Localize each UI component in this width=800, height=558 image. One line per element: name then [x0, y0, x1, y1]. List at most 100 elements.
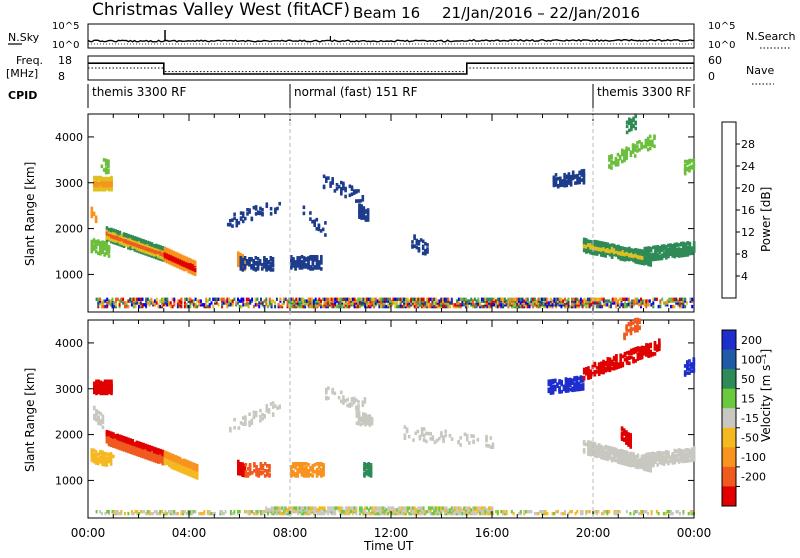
- power-cell: [465, 298, 467, 301]
- freq-ylabel-bottom: 8: [58, 70, 65, 83]
- power-cell: [209, 303, 211, 306]
- power-cell: [107, 168, 110, 172]
- power-cell: [354, 298, 356, 301]
- power-cell: [541, 301, 543, 304]
- power-cell: [149, 299, 151, 302]
- power-cell: [573, 298, 575, 301]
- power-cell: [265, 298, 267, 301]
- velocity-cell: [233, 418, 236, 422]
- velocity-cell: [444, 434, 447, 438]
- velocity-cell: [223, 512, 225, 515]
- power-cell: [652, 301, 654, 304]
- power-cell: [621, 298, 623, 301]
- power-cell: [670, 305, 672, 308]
- power-cell: [324, 233, 327, 237]
- velocity-cell: [629, 441, 632, 445]
- power-cell: [242, 298, 244, 301]
- velocity-cell: [338, 396, 341, 400]
- power-cell: [198, 299, 200, 302]
- power-cell: [142, 298, 144, 301]
- velocity-cell: [193, 510, 195, 513]
- power-cell: [150, 301, 152, 304]
- power-cell: [513, 298, 515, 301]
- power-cell: [423, 298, 425, 301]
- power-cell: [324, 298, 326, 301]
- power-cell: [576, 298, 578, 301]
- velocity-cell: [245, 463, 248, 467]
- power-cell: [426, 247, 429, 251]
- power-cell: [411, 240, 414, 244]
- velocity-cell: [159, 510, 161, 513]
- power-cell: [518, 298, 520, 301]
- power-cell: [309, 298, 311, 301]
- velocity-cell: [630, 332, 633, 336]
- power-cell: [668, 298, 670, 301]
- power-cell: [506, 303, 508, 306]
- velocity-cell: [269, 508, 271, 511]
- velocity-cell: [115, 510, 117, 513]
- power-cell: [261, 212, 264, 216]
- velocity-cell: [440, 431, 443, 435]
- power-cell: [274, 305, 276, 308]
- power-cell: [634, 121, 637, 125]
- power-cell: [633, 299, 635, 302]
- velocity-cell: [108, 510, 110, 513]
- power-cell: [228, 298, 230, 301]
- cpid-label: CPID: [8, 89, 37, 102]
- power-cell: [334, 301, 336, 304]
- power-cell: [385, 305, 387, 308]
- power-cell: [131, 298, 133, 301]
- velocity-cell: [693, 446, 696, 450]
- power-cell: [634, 115, 637, 119]
- power-cell: [638, 303, 640, 306]
- velocity-cell: [278, 405, 281, 409]
- velocity-cell: [263, 414, 266, 418]
- power-cell: [599, 298, 601, 301]
- nave-ylabel-top: 60: [708, 54, 722, 67]
- power-cell: [119, 303, 121, 306]
- power-cell: [622, 298, 624, 301]
- power-cell: [147, 298, 149, 301]
- power-cell: [534, 298, 536, 301]
- velocity-cell: [258, 510, 260, 513]
- power-cell: [207, 305, 209, 308]
- velocity-cell: [429, 432, 432, 436]
- power-cell: [163, 303, 165, 306]
- power-cell: [106, 242, 109, 246]
- power-cell: [294, 299, 296, 302]
- velocity-cell: [693, 357, 696, 361]
- velocity-cell: [667, 451, 670, 455]
- power-cell: [394, 305, 396, 308]
- power-cell: [189, 305, 191, 308]
- freq-line: [88, 63, 694, 74]
- velocity-cell: [256, 510, 258, 513]
- power-cell: [173, 303, 175, 306]
- power-cell: [97, 301, 99, 304]
- power-cell: [484, 298, 486, 301]
- power-cell: [274, 301, 276, 304]
- power-cell: [345, 298, 347, 301]
- power-cell: [502, 298, 504, 301]
- velocity-cell: [184, 510, 186, 513]
- power-cell: [301, 298, 303, 301]
- power-cell: [416, 303, 418, 306]
- velocity-cell: [93, 406, 96, 410]
- power-cell: [279, 305, 281, 308]
- velocity-cell: [468, 441, 471, 445]
- power-cell: [104, 305, 106, 308]
- power-cell: [419, 298, 421, 301]
- velocity-cell: [268, 464, 271, 468]
- velocity-cell: [423, 427, 426, 431]
- velocity-cell: [142, 510, 144, 513]
- power-cell: [532, 303, 534, 306]
- power-cell: [332, 303, 334, 306]
- velocity-cell: [466, 434, 469, 438]
- velocity-cell: [638, 326, 641, 330]
- power-cell: [578, 299, 580, 302]
- power-cell: [598, 298, 600, 301]
- velocity-cell: [173, 510, 175, 513]
- power-cell: [317, 299, 319, 302]
- velocity-cell: [654, 352, 657, 356]
- power-cell: [557, 298, 559, 301]
